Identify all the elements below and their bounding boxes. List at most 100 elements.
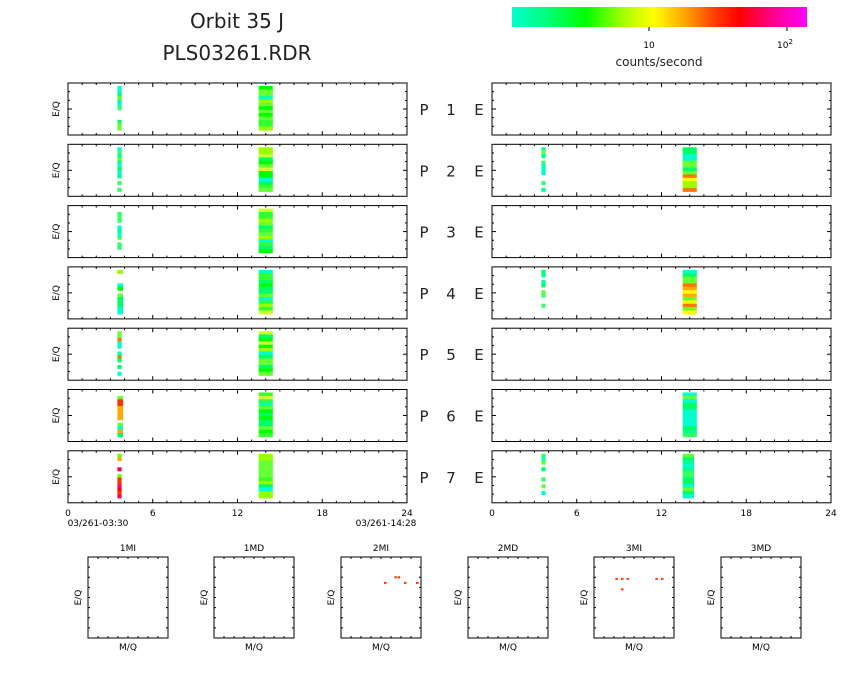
left-data-block-row [258,86,273,90]
left-data-block-row [117,433,124,438]
right-data-block-row [682,474,694,479]
left-data-block-row [258,334,273,339]
left-data-block-row [258,338,273,342]
left-data-block-row [258,344,273,349]
left-data-block-row [258,399,273,404]
left-data-block-row [117,351,122,356]
right-data-block-row [682,477,694,482]
mass-panel-xlabel: M/Q [245,643,263,653]
panel-ylabel: E/Q [52,469,62,485]
left-data-block-row [258,467,273,472]
colorbar [512,7,807,27]
left-data-block-row [258,331,273,336]
left-data-block-row [117,331,122,336]
mass-panel-title: 2MI [373,544,389,554]
right-data-block-row [682,307,697,312]
title-line-1: Orbit 35 J [190,9,284,33]
left-data-block-row [258,102,273,107]
left-data-block-row [258,235,273,240]
left-data-block-row [117,96,122,101]
left-data-block-row [117,123,122,128]
left-data-block-row [117,225,122,230]
right-panel-2 [491,143,832,197]
left-data-block-row [258,293,273,298]
left-data-block-row [117,126,122,131]
panel-label-number: 5 [446,346,456,364]
left-data-block-row [117,147,122,152]
left-data-block-row [258,453,273,458]
left-data-block-row [117,154,122,159]
left-data-block-row [117,164,122,169]
left-data-block-row [117,242,122,247]
left-data-block-row [117,426,124,431]
panel-label-e: E [474,408,483,426]
left-data-block-row [117,286,124,291]
left-data-block-row [117,477,122,482]
panel-ylabel: E/Q [52,162,62,178]
left-data-block-row [117,399,124,404]
left-data-block-row [117,365,122,369]
left-data-block-row [117,457,122,462]
left-panel-1: E/Q [52,82,408,136]
mass-point [397,576,401,579]
panel-label-number: 3 [446,224,456,242]
right-data-block-row [541,303,546,308]
right-panel-frame [491,82,832,136]
left-data-block-row [258,480,273,485]
right-data-block-row [541,160,546,165]
right-panel-1 [491,82,832,136]
left-panel-4: E/Q [52,266,408,320]
left-data-block-row [258,171,273,175]
left-data-block-row [258,280,273,285]
right-data-block-row [682,491,694,495]
right-data-block-row [682,460,694,465]
left-data-block-row [258,126,273,131]
mass-panel-xlabel: M/Q [119,643,137,653]
right-data-block-row [682,184,697,189]
right-panel-frame [491,389,832,442]
right-data-block-row [682,147,697,152]
panel-label-number: 7 [446,469,456,487]
right-panel-4 [491,266,832,320]
right-data-block-row [682,423,697,427]
right-data-block-row [541,164,546,169]
panel-label-e: E [474,346,483,364]
left-data-block-row [117,303,124,308]
left-data-block-row [258,426,273,431]
right-data-block-row [541,154,546,159]
left-data-block-row [117,310,124,315]
panel-label-e: E [474,285,483,303]
right-data-block-row [682,494,694,499]
left-data-block-row [258,174,273,179]
left-data-block-row [258,212,273,216]
mass-panel-frame [467,556,549,639]
left-data-block-row [258,109,273,114]
panel-label-e: E [474,469,483,487]
left-data-block-row [117,119,122,124]
right-data-block-row [682,297,697,301]
right-data-block-row [682,392,697,397]
left-data-block-row [258,167,273,172]
left-data-block-row [117,150,122,155]
left-data-block-row [117,235,122,240]
mass-point [655,577,658,580]
panel-label-e: E [474,101,483,119]
mass-panel-xlabel: M/Q [372,643,390,653]
colorbar-tick-label-10: 10 [643,41,655,51]
left-data-block-row [258,402,273,407]
left-data-block-row [117,354,122,359]
mass-panel-ylabel: E/Q [707,590,717,606]
left-data-block-row [258,184,273,189]
left-data-block-row [117,297,124,301]
left-data-block-row [117,402,124,407]
left-data-block-row [117,92,122,97]
left-data-block-row [258,147,273,152]
right-panel-3 [491,205,832,259]
colorbar-tick-label-100: 102 [777,38,793,51]
left-data-block-row [258,164,273,169]
mass-panel-ylabel: E/Q [580,590,590,606]
